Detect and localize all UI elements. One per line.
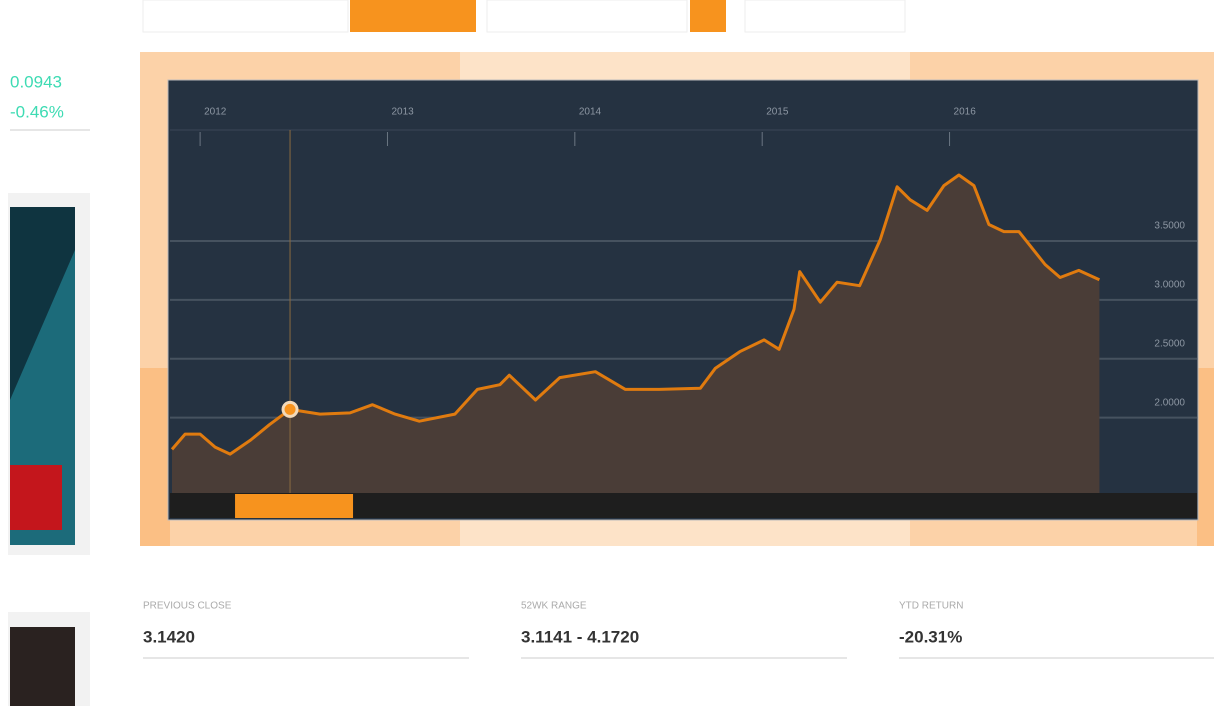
quote-change: 0.0943 (10, 72, 62, 91)
thumbnail-logo (10, 465, 62, 530)
y-tick-label: 2.0000 (1154, 397, 1185, 408)
hover-marker (283, 402, 297, 416)
dropdown-button[interactable] (690, 0, 726, 32)
input[interactable] (745, 0, 905, 32)
x-tick-label: 2015 (766, 107, 789, 118)
stats: PREVIOUS CLOSE 3.1420 52WK RANGE 3.1141 - 4… (143, 601, 1214, 658)
stat-value: -20.31% (899, 627, 962, 646)
stat-value: 3.1420 (143, 627, 195, 646)
x-tick-label: 2014 (579, 107, 602, 118)
y-tick-label: 3.0000 (1154, 280, 1185, 291)
screen: 0.0943 -0.46% 2.0000 2.5000 3.0000 3.5000 20… (0, 0, 1214, 706)
x-tick-label: 2016 (954, 107, 977, 118)
thumbnail[interactable] (10, 627, 75, 706)
y-tick-label: 2.5000 (1154, 338, 1185, 349)
range-shade (1197, 368, 1214, 546)
x-tick-label: 2013 (391, 107, 414, 118)
stat-label: 52WK RANGE (521, 601, 587, 612)
dropdown[interactable] (487, 0, 687, 32)
x-tick-label: 2012 (204, 107, 227, 118)
stat-label: PREVIOUS CLOSE (143, 601, 232, 612)
button[interactable] (350, 0, 476, 32)
stat-value: 3.1141 - 4.1720 (521, 627, 639, 646)
search-box[interactable] (143, 0, 348, 32)
hover-tag (235, 494, 353, 518)
y-tick-label: 3.5000 (1154, 221, 1185, 232)
stat-label: YTD RETURN (899, 601, 963, 612)
page: 0.0943 -0.46% 2.0000 2.5000 3.0000 3.5000 20… (0, 0, 1214, 706)
range-shade (140, 368, 170, 546)
quote-change-percent: -0.46% (10, 102, 64, 121)
